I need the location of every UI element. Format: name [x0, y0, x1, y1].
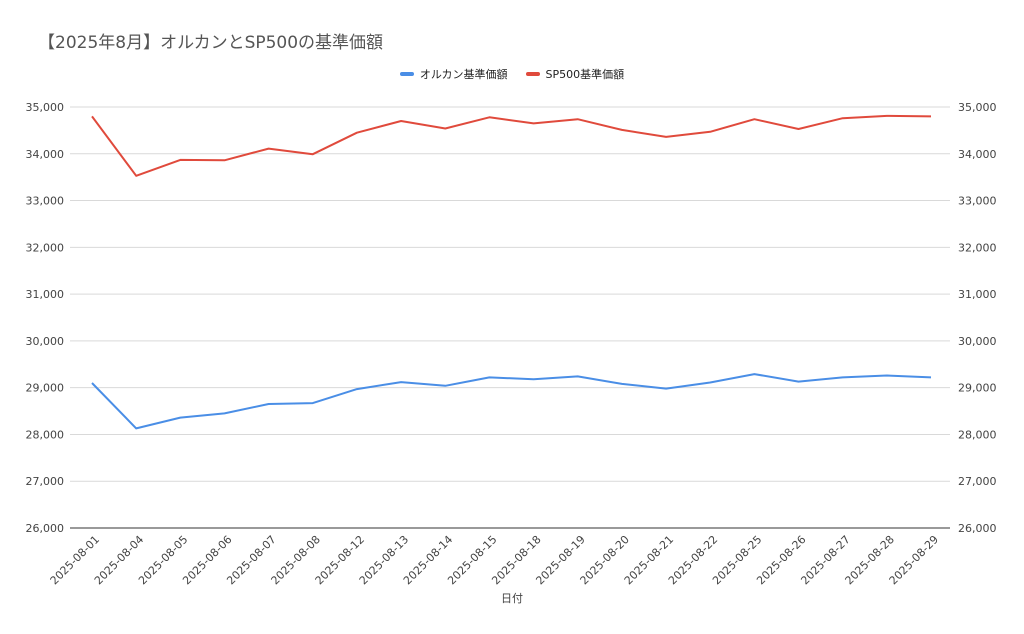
y-tick-label-left: 27,000 [26, 475, 65, 488]
y-tick-label-right: 35,000 [958, 101, 997, 114]
y-tick-label-left: 32,000 [26, 241, 65, 254]
y-tick-label-left: 29,000 [26, 382, 65, 395]
y-tick-label-left: 30,000 [26, 335, 65, 348]
y-tick-label-right: 33,000 [958, 195, 997, 208]
legend-label-allcountry: オルカン基準価額 [419, 68, 508, 81]
y-tick-label-right: 29,000 [958, 382, 997, 395]
y-tick-label-left: 35,000 [26, 101, 65, 114]
legend-item-sp500: SP500基準価額 [525, 66, 625, 82]
y-tick-label-left: 26,000 [26, 522, 65, 535]
y-tick-label-right: 26,000 [958, 522, 997, 535]
y-tick-label-left: 33,000 [26, 195, 65, 208]
y-tick-label-right: 30,000 [958, 335, 997, 348]
legend-label-sp500: SP500基準価額 [545, 68, 625, 81]
legend-swatch-sp500 [525, 72, 540, 76]
chart-legend: オルカン基準価額 SP500基準価額 [0, 66, 1024, 82]
legend-swatch-allcountry [399, 72, 414, 76]
y-tick-label-right: 27,000 [958, 475, 997, 488]
y-tick-label-right: 31,000 [958, 288, 997, 301]
y-tick-label-left: 31,000 [26, 288, 65, 301]
x-axis-title: 日付 [501, 592, 523, 605]
y-tick-label-right: 28,000 [958, 428, 997, 441]
legend-item-allcountry: オルカン基準価額 [399, 66, 508, 82]
y-tick-label-right: 34,000 [958, 148, 997, 161]
y-tick-label-right: 32,000 [958, 241, 997, 254]
series-line-allcountry [91, 373, 932, 430]
y-tick-label-left: 34,000 [26, 148, 65, 161]
series-line-sp500 [91, 114, 932, 177]
y-tick-label-left: 28,000 [26, 428, 65, 441]
chart-title: 【2025年8月】オルカンとSP500の基準価額 [38, 33, 384, 53]
